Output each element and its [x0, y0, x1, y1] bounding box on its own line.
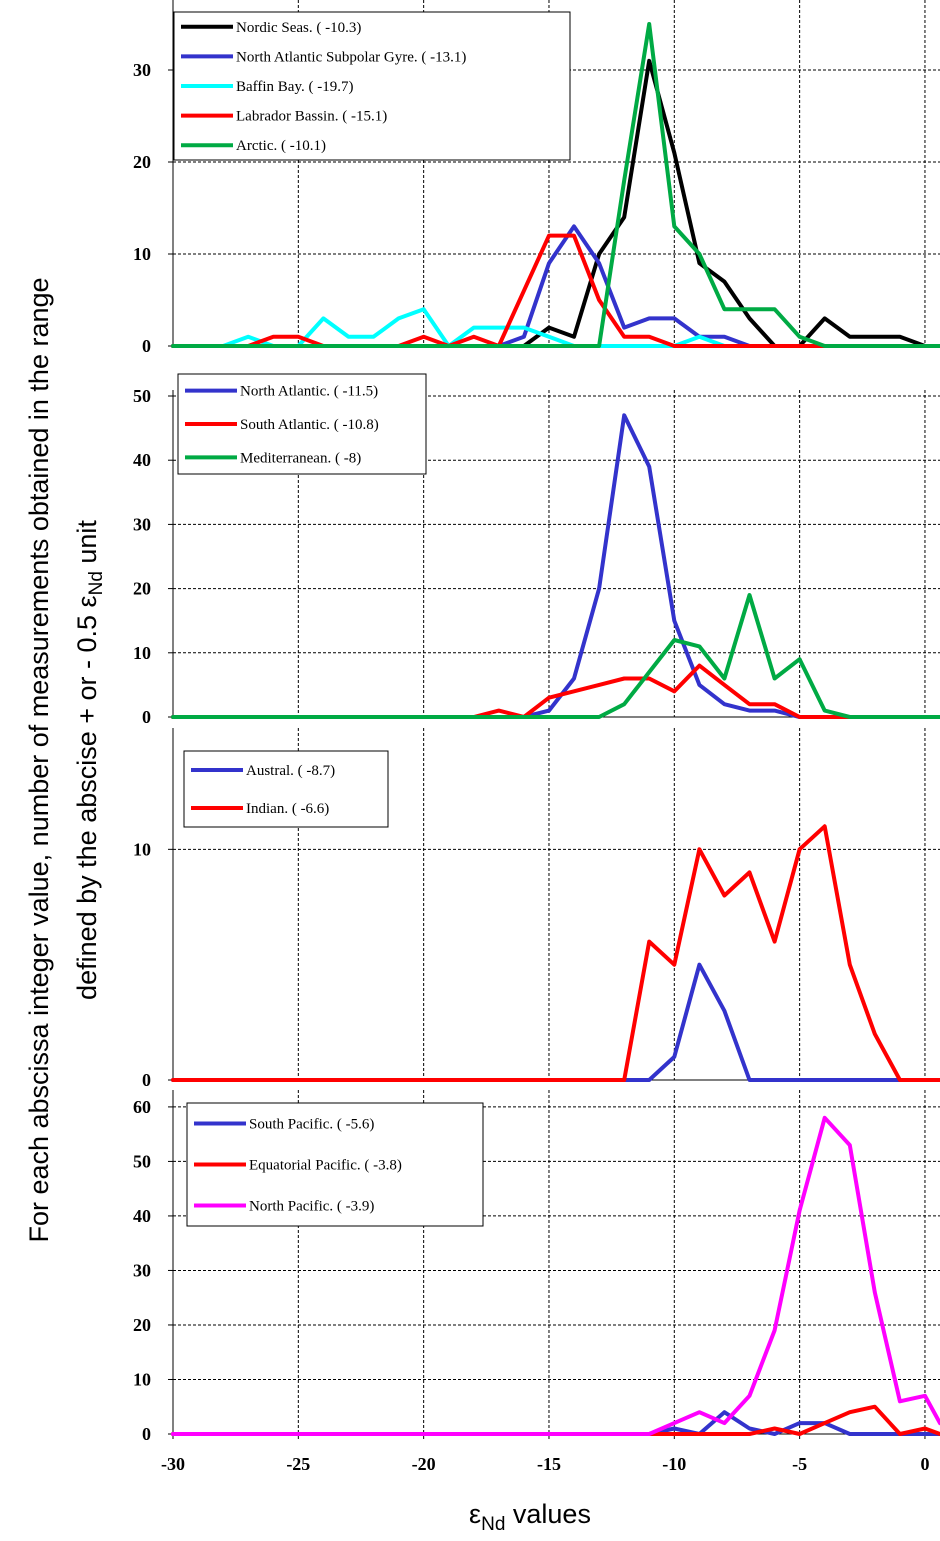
legend: South Pacific. ( -5.6) Equatorial Pacific… [186, 1102, 484, 1227]
legend-label: Baffin Bay. ( -19.7) [236, 79, 353, 95]
y-tick-label: 20 [133, 579, 151, 599]
y-axis-label-line2: defined by the abscise + or - 0.5 εNd un… [72, 520, 107, 1000]
y-tick-label: 10 [133, 643, 151, 663]
series-line-3 [171, 593, 940, 719]
chart-panel-3: 0 10 Austral. ( -8.7) Indian. ( -6.6) [133, 728, 940, 1090]
y-tick-label: 40 [133, 1206, 151, 1226]
x-tick-label: 0 [920, 1454, 929, 1474]
chart-panel-4: 0 10 20 30 40 50 60 -30 -25 -20 -15 -10 -5 0 South Pac… [133, 1090, 940, 1474]
x-tick-label: -20 [412, 1454, 436, 1474]
y-tick-label: 20 [133, 152, 151, 172]
x-tick-label: -30 [161, 1454, 185, 1474]
legend-box [183, 750, 389, 828]
y-tick-label: 0 [142, 1070, 151, 1090]
legend-label: Nordic Seas. ( -10.3) [236, 20, 361, 36]
legend-label: Mediterranean. ( -8) [240, 450, 361, 466]
legend-label: Arctic. ( -10.1) [236, 138, 326, 154]
y-tick-label: 10 [133, 244, 151, 264]
legend-box [173, 11, 571, 161]
legend: North Atlantic. ( -11.5) South Atlantic. … [177, 373, 427, 475]
x-tick-label: -10 [662, 1454, 686, 1474]
chart-panels: 0 10 20 30 Nordic Seas. ( -10.3) North Atlant… [133, 0, 940, 1474]
y-tick-label: 30 [133, 1260, 151, 1280]
y-tick-label: 20 [133, 1315, 151, 1335]
legend-label: Indian. ( -6.6) [246, 801, 329, 817]
x-tick-label: -5 [792, 1454, 807, 1474]
series-line-1 [171, 962, 940, 1082]
y-tick-label: 0 [142, 707, 151, 727]
y-tick-label: 60 [133, 1097, 151, 1117]
legend-label: North Atlantic Subpolar Gyre. ( -13.1) [236, 49, 466, 65]
series-line-2 [171, 224, 940, 348]
y-axis-label-line1: For each abscissa integer value, number … [24, 277, 54, 1242]
y-tick-label: 50 [133, 386, 151, 406]
legend-label: North Pacific. ( -3.9) [249, 1199, 374, 1215]
legend: Austral. ( -8.7) Indian. ( -6.6) [183, 750, 389, 828]
x-axis-label: εNd values [469, 1499, 591, 1535]
chart-panel-2: 0 10 20 30 40 50 North Atlantic. ( -11.5) South… [133, 373, 940, 727]
legend-label: South Atlantic. ( -10.8) [240, 417, 379, 433]
legend-label: North Atlantic. ( -11.5) [240, 384, 378, 400]
series-line-3 [171, 1115, 940, 1436]
legend-label: Austral. ( -8.7) [246, 763, 335, 779]
legend-label: Labrador Bassin. ( -15.1) [236, 109, 387, 125]
y-tick-label: 0 [142, 1424, 151, 1444]
y-tick-label: 0 [142, 336, 151, 356]
y-tick-label: 40 [133, 450, 151, 470]
x-tick-label: -25 [286, 1454, 310, 1474]
series-line-3 [171, 307, 940, 348]
legend: Nordic Seas. ( -10.3) North Atlantic Subp… [173, 11, 571, 161]
x-tick-label: -15 [537, 1454, 561, 1474]
y-tick-label: 30 [133, 514, 151, 534]
y-tick-label: 10 [133, 1369, 151, 1389]
series-line-2 [171, 824, 940, 1082]
series-line-2 [171, 1404, 940, 1436]
y-tick-label: 30 [133, 60, 151, 80]
legend-label: South Pacific. ( -5.6) [249, 1117, 374, 1133]
chart-panel-1: 0 10 20 30 Nordic Seas. ( -10.3) North Atlant… [133, 0, 940, 356]
y-tick-label: 10 [133, 839, 151, 859]
series-line-5 [171, 22, 940, 348]
legend-label: Equatorial Pacific. ( -3.8) [249, 1158, 402, 1174]
y-tick-label: 50 [133, 1151, 151, 1171]
